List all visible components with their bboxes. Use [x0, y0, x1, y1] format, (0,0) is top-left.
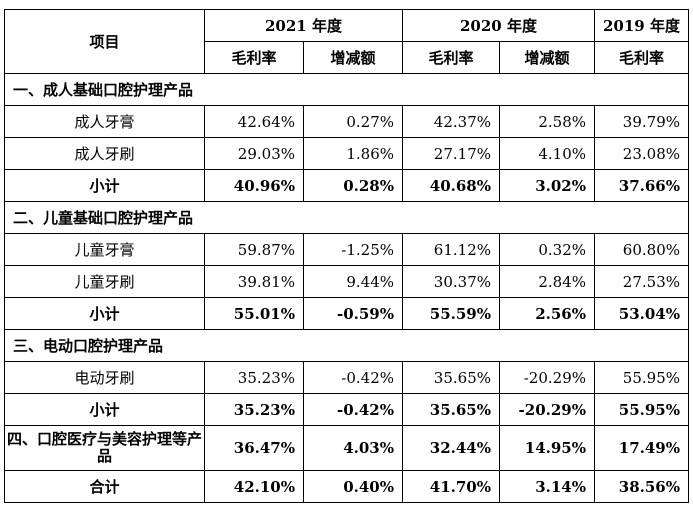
cell: 4.10%	[499, 137, 595, 170]
cell: 59.87%	[204, 233, 304, 266]
header-gross-margin-2019: 毛利率	[594, 41, 689, 74]
cell: 39.81%	[204, 265, 304, 298]
header-change-2021: 增减额	[303, 41, 403, 74]
subtotal-row: 小计 35.23% -0.42% 35.65% -20.29% 55.95%	[4, 393, 689, 426]
cell: 53.04%	[594, 297, 689, 330]
table-row: 儿童牙刷 39.81% 9.44% 30.37% 2.84% 27.53%	[4, 265, 689, 298]
cell: 40.68%	[402, 169, 500, 202]
cell: 55.95%	[594, 393, 689, 426]
cell: 42.10%	[204, 470, 304, 503]
cell: 3.02%	[499, 169, 595, 202]
total-row: 合计 42.10% 0.40% 41.70% 3.14% 38.56%	[4, 470, 689, 503]
subtotal-row: 小计 55.01% -0.59% 55.59% 2.56% 53.04%	[4, 297, 689, 330]
cell: 60.80%	[594, 233, 689, 266]
cell: 14.95%	[499, 425, 595, 471]
cell: 0.32%	[499, 233, 595, 266]
cell: 61.12%	[402, 233, 500, 266]
header-item: 项目	[4, 9, 205, 74]
cell: 42.37%	[402, 105, 500, 138]
cell: 4.03%	[303, 425, 403, 471]
cell: 55.59%	[402, 297, 500, 330]
subtotal-row: 小计 40.96% 0.28% 40.68% 3.02% 37.66%	[4, 169, 689, 202]
cell: 27.17%	[402, 137, 500, 170]
cell: 0.28%	[303, 169, 403, 202]
header-year-2021: 2021 年度	[204, 9, 403, 42]
cell: 0.27%	[303, 105, 403, 138]
cell: 35.65%	[402, 393, 500, 426]
cell: 35.65%	[402, 361, 500, 394]
table-row: 儿童牙膏 59.87% -1.25% 61.12% 0.32% 60.80%	[4, 233, 689, 266]
row-name: 儿童牙膏	[4, 233, 205, 266]
cell: 23.08%	[594, 137, 689, 170]
cell: 55.95%	[594, 361, 689, 394]
table-row: 电动牙刷 35.23% -0.42% 35.65% -20.29% 55.95%	[4, 361, 689, 394]
cell: -20.29%	[499, 393, 595, 426]
cell: 37.66%	[594, 169, 689, 202]
section4-label: 四、口腔医疗与美容护理等产品	[4, 425, 205, 471]
header-year-2020: 2020 年度	[402, 9, 595, 42]
header-gross-margin-2020: 毛利率	[402, 41, 500, 74]
cell: 0.40%	[303, 470, 403, 503]
cell: -20.29%	[499, 361, 595, 394]
subtotal-label: 小计	[4, 393, 205, 426]
cell: 17.49%	[594, 425, 689, 471]
cell: 2.56%	[499, 297, 595, 330]
cell: 36.47%	[204, 425, 304, 471]
cell: -0.42%	[303, 361, 403, 394]
cell: 1.86%	[303, 137, 403, 170]
cell: 2.58%	[499, 105, 595, 138]
row-name: 成人牙膏	[4, 105, 205, 138]
header-year-2019: 2019 年度	[594, 9, 689, 42]
cell: 35.23%	[204, 393, 304, 426]
row-name: 电动牙刷	[4, 361, 205, 394]
cell: 3.14%	[499, 470, 595, 503]
table-row: 成人牙刷 29.03% 1.86% 27.17% 4.10% 23.08%	[4, 137, 689, 170]
cell: -0.59%	[303, 297, 403, 330]
cell: 35.23%	[204, 361, 304, 394]
section-title-row: 二、儿童基础口腔护理产品	[4, 201, 689, 234]
cell: 55.01%	[204, 297, 304, 330]
cell: -1.25%	[303, 233, 403, 266]
cell: 29.03%	[204, 137, 304, 170]
cell: 9.44%	[303, 265, 403, 298]
section4-row: 四、口腔医疗与美容护理等产品 36.47% 4.03% 32.44% 14.95…	[4, 425, 689, 471]
gross-margin-table: 项目 2021 年度 2020 年度 2019 年度 毛利率 增减额 毛利率 增…	[4, 9, 689, 503]
total-label: 合计	[4, 470, 205, 503]
subtotal-label: 小计	[4, 169, 205, 202]
section-title: 二、儿童基础口腔护理产品	[4, 201, 689, 234]
cell: 32.44%	[402, 425, 500, 471]
cell: -0.42%	[303, 393, 403, 426]
header-gross-margin-2021: 毛利率	[204, 41, 304, 74]
cell: 38.56%	[594, 470, 689, 503]
row-name: 儿童牙刷	[4, 265, 205, 298]
header-change-2020: 增减额	[499, 41, 595, 74]
cell: 42.64%	[204, 105, 304, 138]
cell: 30.37%	[402, 265, 500, 298]
section-title-row: 三、电动口腔护理产品	[4, 329, 689, 362]
cell: 2.84%	[499, 265, 595, 298]
cell: 39.79%	[594, 105, 689, 138]
section-title-row: 一、成人基础口腔护理产品	[4, 73, 689, 106]
cell: 40.96%	[204, 169, 304, 202]
table-row: 成人牙膏 42.64% 0.27% 42.37% 2.58% 39.79%	[4, 105, 689, 138]
subtotal-label: 小计	[4, 297, 205, 330]
cell: 41.70%	[402, 470, 500, 503]
cell: 27.53%	[594, 265, 689, 298]
section-title: 一、成人基础口腔护理产品	[4, 73, 689, 106]
row-name: 成人牙刷	[4, 137, 205, 170]
section-title: 三、电动口腔护理产品	[4, 329, 689, 362]
